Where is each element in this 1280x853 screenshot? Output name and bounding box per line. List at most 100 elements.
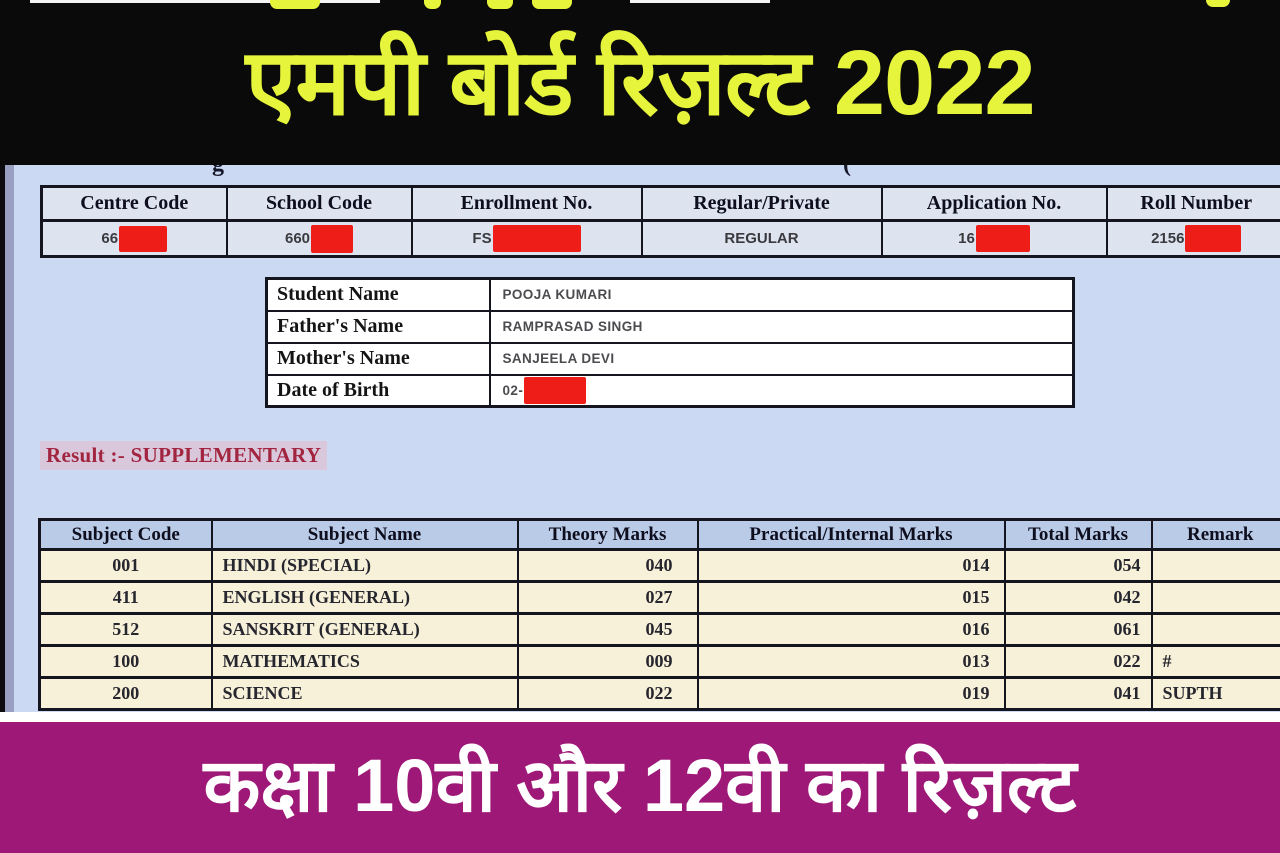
- marksheet: g ( Centre Code School Code Enrollment N…: [0, 165, 1280, 712]
- mother-name-value: SANJEELA DEVI: [488, 341, 1075, 376]
- remark-cell: [1150, 612, 1280, 647]
- subject-name-cell: ENGLISH (GENERAL): [210, 580, 519, 615]
- school-code-value: 660: [225, 219, 413, 258]
- remark-cell: #: [1150, 644, 1280, 679]
- subject-name-cell: SANSKRIT (GENERAL): [210, 612, 519, 647]
- marks-header-row: Subject Code Subject Name Theory Marks P…: [38, 518, 1280, 551]
- centre-code-value: 66: [40, 219, 228, 258]
- enrollment-no-value: FS: [410, 219, 643, 258]
- subject-code-cell: 512: [38, 612, 213, 647]
- student-details-table: Student Name POOJA KUMARI Father's Name …: [265, 277, 1075, 408]
- regular-private-value: REGULAR: [640, 219, 883, 258]
- total-marks-cell: 061: [1003, 612, 1153, 647]
- marks-table: Subject Code Subject Name Theory Marks P…: [38, 518, 1280, 711]
- codes-header-enrollment-no: Enrollment No.: [410, 185, 643, 222]
- practical-marks-cell: 016: [696, 612, 1006, 647]
- application-no-text: 16: [958, 230, 975, 247]
- remark-cell: SUPTH: [1150, 676, 1280, 711]
- enrollment-no-text: FS: [472, 230, 492, 247]
- father-name-label: Father's Name: [265, 309, 491, 344]
- practical-marks-cell: 015: [696, 580, 1006, 615]
- dob-label: Date of Birth: [265, 373, 491, 408]
- marks-row: 200 SCIENCE 022 019 041 SUPTH: [38, 676, 1280, 711]
- cut-glyph-blob: [1206, 0, 1230, 7]
- codes-header-centre-code: Centre Code: [40, 185, 228, 222]
- marks-header-practical: Practical/Internal Marks: [696, 518, 1006, 551]
- redaction-box: [311, 224, 354, 253]
- remark-cell: [1150, 548, 1280, 583]
- redaction-box: [492, 225, 581, 252]
- result-status: Result :- SUPPLEMENTARY: [40, 441, 328, 470]
- cut-glyph-blob: [532, 0, 572, 9]
- subject-name-cell: SCIENCE: [210, 676, 519, 711]
- father-name-row: Father's Name RAMPRASAD SINGH: [265, 309, 1075, 344]
- bottom-banner-title: कक्षा 10वी और 12वी का रिज़ल्ट: [203, 744, 1077, 827]
- total-marks-cell: 022: [1003, 644, 1153, 679]
- codes-header-application-no: Application No.: [880, 185, 1108, 222]
- redaction-box: [524, 376, 587, 404]
- codes-header-roll-number: Roll Number: [1105, 185, 1280, 222]
- top-banner: एमपी बोर्ड रिज़ल्ट 2022: [0, 0, 1280, 165]
- top-banner-title: एमपी बोर्ड रिज़ल्ट 2022: [245, 32, 1035, 134]
- centre-code-text: 66: [101, 230, 119, 247]
- subject-name-cell: MATHEMATICS: [210, 644, 519, 679]
- banner-top-edge-sliver: [630, 0, 770, 3]
- student-name-value: POOJA KUMARI: [488, 277, 1075, 312]
- marks-row: 100 MATHEMATICS 009 013 022 #: [38, 644, 1280, 679]
- roll-number-value: 2156: [1105, 219, 1280, 258]
- theory-marks-cell: 045: [516, 612, 699, 647]
- subject-code-cell: 411: [38, 580, 213, 615]
- mother-name-label: Mother's Name: [265, 341, 491, 376]
- cut-glyph-blob: [487, 0, 513, 9]
- redaction-box: [1185, 225, 1242, 252]
- left-edge-muted-strip: [5, 165, 14, 712]
- codes-table: Centre Code School Code Enrollment No. R…: [40, 185, 1280, 258]
- subject-name-cell: HINDI (SPECIAL): [210, 548, 519, 583]
- student-name-row: Student Name POOJA KUMARI: [265, 277, 1075, 312]
- bottom-banner: कक्षा 10वी और 12वी का रिज़ल्ट: [0, 722, 1280, 853]
- theory-marks-cell: 027: [516, 580, 699, 615]
- total-marks-cell: 042: [1003, 580, 1153, 615]
- cut-text-fragment: (: [843, 165, 851, 181]
- marks-row: 001 HINDI (SPECIAL) 040 014 054: [38, 548, 1280, 583]
- father-name-value: RAMPRASAD SINGH: [488, 309, 1075, 344]
- total-marks-cell: 054: [1003, 548, 1153, 583]
- codes-header-regular-private: Regular/Private: [640, 185, 883, 222]
- theory-marks-cell: 009: [516, 644, 699, 679]
- roll-number-text: 2156: [1151, 230, 1185, 247]
- banner-top-edge-sliver: [30, 0, 380, 3]
- subject-code-cell: 200: [38, 676, 213, 711]
- left-edge-strip: [0, 165, 5, 712]
- marks-header-remark: Remark: [1150, 518, 1280, 551]
- marks-header-subject-code: Subject Code: [38, 518, 213, 551]
- theory-marks-cell: 040: [516, 548, 699, 583]
- codes-header-school-code: School Code: [225, 185, 413, 222]
- marks-header-theory: Theory Marks: [516, 518, 699, 551]
- divider-strip: [0, 712, 1280, 722]
- cut-glyph-blob: [424, 0, 441, 9]
- dob-value: 02-: [488, 373, 1075, 408]
- redaction-box: [975, 225, 1030, 252]
- theory-marks-cell: 022: [516, 676, 699, 711]
- codes-value-row: 66 660 FS REGULAR 16 2156: [40, 219, 1280, 258]
- marks-header-subject-name: Subject Name: [210, 518, 519, 551]
- redaction-box: [119, 225, 168, 252]
- school-code-text: 660: [284, 230, 311, 247]
- cut-text-fragment: g: [212, 165, 224, 181]
- practical-marks-cell: 014: [696, 548, 1006, 583]
- application-no-value: 16: [880, 219, 1108, 258]
- practical-marks-cell: 013: [696, 644, 1006, 679]
- marks-header-total: Total Marks: [1003, 518, 1153, 551]
- practical-marks-cell: 019: [696, 676, 1006, 711]
- total-marks-cell: 041: [1003, 676, 1153, 711]
- dob-text: 02-: [502, 382, 524, 398]
- student-name-label: Student Name: [265, 277, 491, 312]
- remark-cell: [1150, 580, 1280, 615]
- subject-code-cell: 100: [38, 644, 213, 679]
- codes-header-row: Centre Code School Code Enrollment No. R…: [40, 185, 1280, 222]
- mother-name-row: Mother's Name SANJEELA DEVI: [265, 341, 1075, 376]
- marks-row: 411 ENGLISH (GENERAL) 027 015 042: [38, 580, 1280, 615]
- dob-row: Date of Birth 02-: [265, 373, 1075, 408]
- subject-code-cell: 001: [38, 548, 213, 583]
